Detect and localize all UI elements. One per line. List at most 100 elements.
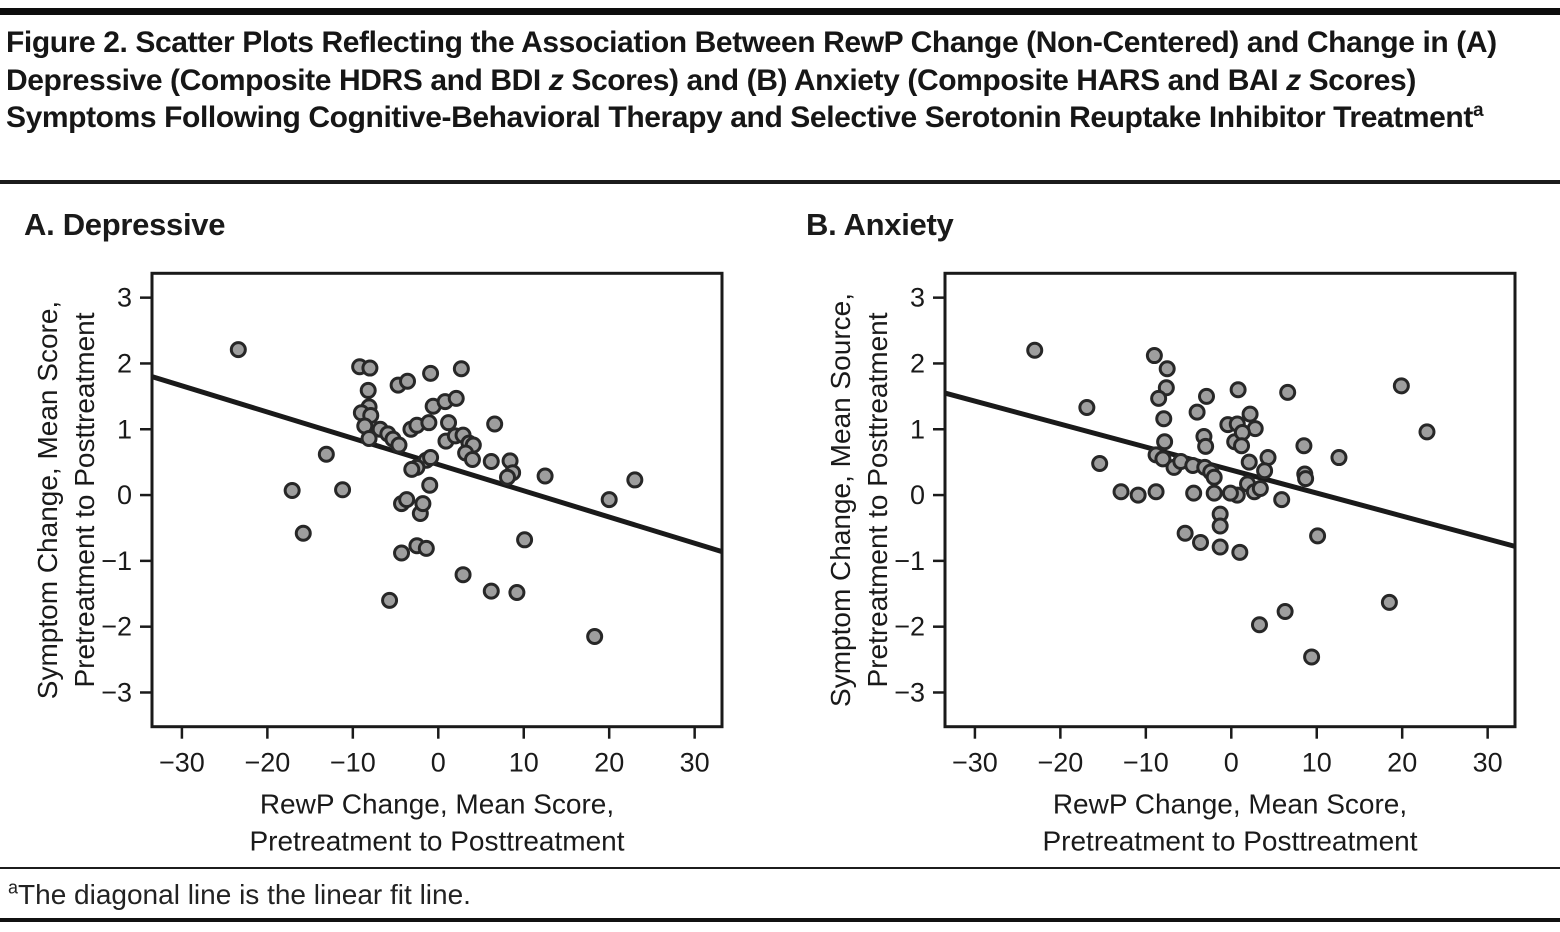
data-point [1330, 449, 1348, 467]
y-tick-label: 3 [910, 283, 925, 313]
data-point [1176, 524, 1194, 542]
x-tick-label: 20 [594, 748, 624, 778]
data-point [359, 381, 377, 399]
superscript-marker: a [1472, 100, 1484, 121]
data-point [422, 364, 440, 382]
footnote-bottom-rule [0, 918, 1560, 922]
data-point [1197, 437, 1215, 455]
data-point [417, 539, 435, 557]
data-point [586, 628, 604, 646]
data-point [1158, 360, 1176, 378]
x-tick-label: −30 [159, 748, 205, 778]
data-point [393, 544, 411, 562]
data-point [1418, 423, 1436, 441]
data-point [1251, 479, 1269, 497]
title-text-segment: z [548, 63, 564, 97]
data-point [294, 524, 312, 542]
y-tick-label: 2 [910, 348, 925, 378]
data-point [361, 359, 379, 377]
superscript-marker: a [8, 877, 19, 898]
title-text-segment: The diagonal line is the linear fit line… [18, 879, 471, 910]
data-point [414, 495, 432, 513]
data-point [390, 436, 408, 454]
title-text-segment: Scores) Symptoms Following Cognitive-Beh… [6, 63, 1473, 135]
title-divider [0, 180, 1560, 184]
data-point [447, 389, 465, 407]
data-point [1211, 538, 1229, 556]
y-tick-label: −2 [101, 612, 132, 642]
data-point [360, 429, 378, 447]
footnote: aThe diagonal line is the linear fit lin… [8, 879, 1548, 911]
data-point [1150, 389, 1168, 407]
data-point [482, 582, 500, 600]
data-point [1026, 341, 1044, 359]
x-axis-label: RewP Change, Mean Score, [1053, 789, 1407, 820]
data-point [403, 460, 421, 478]
data-point [1250, 616, 1268, 634]
data-point [463, 451, 481, 469]
y-axis-label: Symptom Change, Mean Source, [825, 293, 856, 707]
panel-b-heading: B. Anxiety [806, 207, 954, 242]
data-point [499, 468, 517, 486]
data-point [1155, 410, 1173, 428]
y-tick-label: −1 [894, 546, 925, 576]
x-tick-label: −20 [1037, 748, 1083, 778]
data-point [334, 481, 352, 499]
data-point [1380, 593, 1398, 611]
data-point [1154, 450, 1172, 468]
fit-line [151, 374, 723, 555]
data-point [420, 414, 438, 432]
data-point [381, 591, 399, 609]
data-point [1147, 483, 1165, 501]
data-point [1188, 403, 1206, 421]
data-point [1229, 381, 1247, 399]
top-rule-bar [0, 8, 1560, 15]
data-point [486, 415, 504, 433]
title-text-segment: Figure 2. Scatter Plots Reflecting the A… [6, 26, 1497, 97]
x-tick-label: 30 [1473, 748, 1503, 778]
panel-a-heading: A. Depressive [24, 207, 226, 242]
x-tick-label: −20 [244, 748, 290, 778]
data-point [1205, 484, 1223, 502]
data-point [536, 467, 554, 485]
data-point [1197, 387, 1215, 405]
data-point [1309, 527, 1327, 545]
data-point [317, 445, 335, 463]
data-point [1256, 462, 1274, 480]
x-tick-label: 20 [1387, 748, 1417, 778]
x-tick-label: 30 [680, 748, 710, 778]
data-point [229, 341, 247, 359]
data-point [1392, 377, 1410, 395]
y-tick-label: −1 [101, 546, 132, 576]
data-point [1192, 533, 1210, 551]
data-point [1297, 470, 1315, 488]
data-point [1295, 437, 1313, 455]
data-point [1112, 483, 1130, 501]
data-point [399, 372, 417, 390]
data-point [508, 583, 526, 601]
x-tick-label: −30 [952, 748, 998, 778]
y-tick-label: −3 [894, 677, 925, 707]
x-tick-label: 0 [431, 748, 446, 778]
fit-line [944, 390, 1516, 549]
data-point [1241, 405, 1259, 423]
x-axis-label: RewP Change, Mean Score, [260, 789, 614, 820]
x-axis-label: Pretreatment to Posttreatment [249, 826, 624, 857]
data-point [1273, 491, 1291, 509]
x-axis-label: Pretreatment to Posttreatment [1042, 826, 1417, 857]
x-tick-label: 0 [1224, 748, 1239, 778]
data-point [1233, 437, 1251, 455]
data-point [1185, 484, 1203, 502]
data-point [1276, 603, 1294, 621]
data-point [1231, 543, 1249, 561]
x-tick-label: −10 [1123, 748, 1169, 778]
data-point [516, 531, 534, 549]
y-tick-label: −2 [894, 612, 925, 642]
data-point [1078, 399, 1096, 417]
y-tick-label: 0 [117, 480, 132, 510]
data-point [600, 491, 618, 509]
data-point [398, 491, 416, 509]
